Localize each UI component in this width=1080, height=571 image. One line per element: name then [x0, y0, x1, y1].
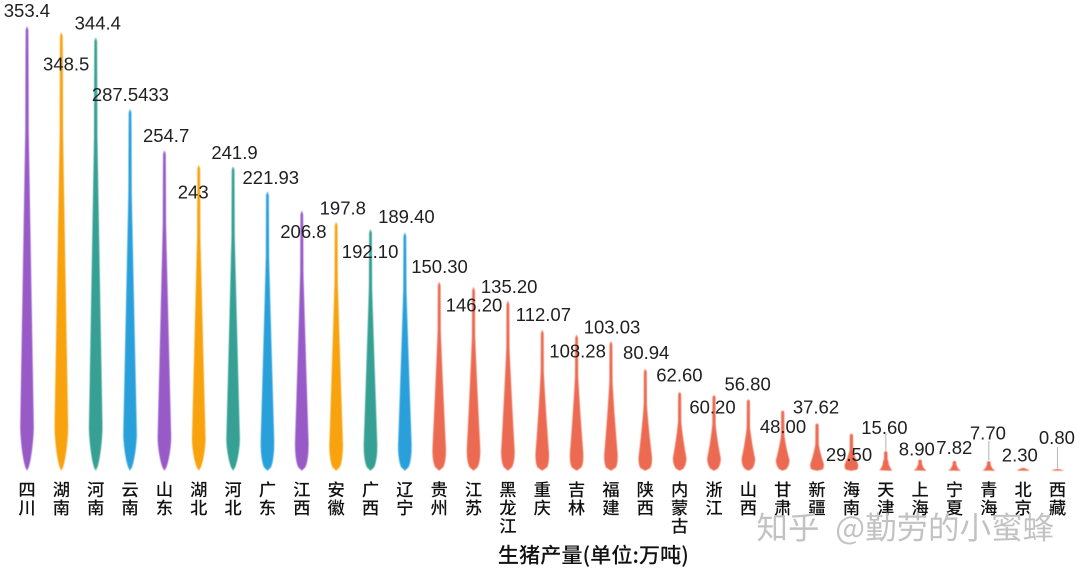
svg-text:254.7: 254.7	[143, 125, 189, 146]
svg-text:15.60: 15.60	[861, 417, 907, 438]
svg-text:221.93: 221.93	[243, 167, 300, 188]
svg-text:2.30: 2.30	[1002, 444, 1038, 465]
svg-text:150.30: 150.30	[411, 256, 468, 277]
svg-text:146.20: 146.20	[446, 295, 503, 316]
svg-text:37.62: 37.62	[793, 397, 839, 418]
svg-text:8.90: 8.90	[899, 439, 935, 460]
svg-text:7.70: 7.70	[970, 422, 1006, 443]
svg-text:206.8: 206.8	[280, 221, 326, 242]
svg-text:48.00: 48.00	[760, 416, 806, 437]
svg-text:241.9: 241.9	[211, 142, 257, 163]
svg-text:7.82: 7.82	[936, 437, 972, 458]
svg-text:348.5: 348.5	[43, 54, 89, 75]
svg-text:62.60: 62.60	[656, 365, 702, 386]
svg-text:192.10: 192.10	[342, 241, 399, 262]
svg-text:112.07: 112.07	[516, 304, 571, 325]
svg-text:0.80: 0.80	[1039, 427, 1075, 448]
svg-text:197.8: 197.8	[320, 197, 366, 218]
svg-text:56.80: 56.80	[724, 374, 770, 395]
svg-text:243: 243	[178, 182, 209, 203]
svg-text:353.4: 353.4	[4, 0, 50, 21]
svg-text:135.20: 135.20	[481, 276, 538, 297]
svg-text:287.5433: 287.5433	[92, 84, 169, 105]
svg-text:80.94: 80.94	[623, 342, 669, 363]
svg-text:344.4: 344.4	[75, 13, 121, 34]
svg-text:60.20: 60.20	[689, 396, 735, 417]
svg-text:108.28: 108.28	[549, 341, 606, 362]
svg-text:29.50: 29.50	[826, 444, 872, 465]
svg-text:103.03: 103.03	[584, 316, 641, 337]
svg-text:189.40: 189.40	[378, 206, 435, 227]
